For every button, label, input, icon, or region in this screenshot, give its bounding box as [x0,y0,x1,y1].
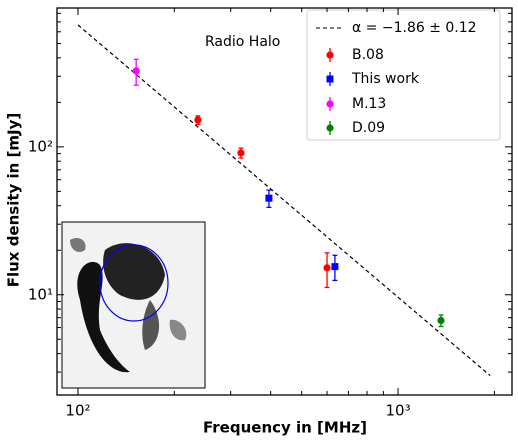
y-axis-label: Flux density in [mJy] [5,113,23,288]
fit-line [77,24,491,377]
data-point [323,264,331,272]
data-point [194,116,202,124]
data-point [237,149,245,157]
legend-label: M.13 [352,96,386,112]
data-point [437,316,445,325]
x-tick-label: 10³ [385,402,410,420]
data-point [265,194,273,202]
y-tick-label: 10¹ [28,285,53,303]
legend-swatch [326,75,334,83]
legend-label: α = −1.86 ± 0.12 [352,20,477,36]
x-tick-label: 10² [65,402,90,420]
data-point [132,67,140,75]
inset-map [61,221,206,389]
y-tick-label: 10² [28,137,53,155]
data-point [331,263,339,271]
plot-frame [56,7,513,396]
x-axis-label: Frequency in [MHz] [203,419,367,437]
legend-swatch [326,100,334,108]
legend-label: D.09 [352,120,385,136]
annotation: Radio Halo [205,34,280,50]
legend-swatch [326,124,334,132]
legend-label: This work [351,71,420,87]
legend-label: B.08 [352,47,384,63]
legend-box [306,9,501,141]
legend-swatch [326,51,334,59]
